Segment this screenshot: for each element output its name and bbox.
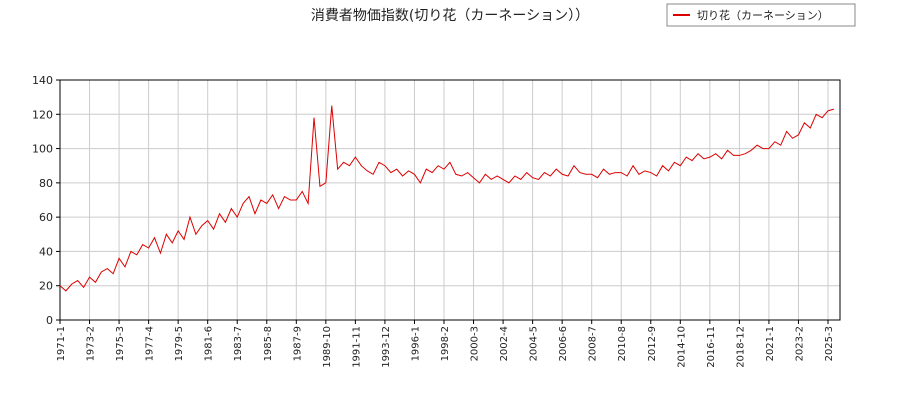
x-tick-label: 1998-2: [440, 326, 451, 361]
chart-title: 消費者物価指数(切り花（カーネーション））: [311, 8, 589, 24]
y-tick-label: 20: [39, 280, 53, 293]
x-tick-label: 2018-12: [735, 326, 746, 368]
x-tick-label: 2014-10: [676, 326, 687, 368]
x-tick-label: 1973-2: [86, 326, 97, 361]
data-line: [59, 105, 835, 292]
y-tick-label: 0: [46, 314, 53, 327]
y-tick-label: 40: [39, 245, 53, 258]
x-tick-label: 2023-2: [794, 326, 805, 361]
x-tick-label: 2004-5: [529, 326, 540, 361]
x-tick-label: 1981-6: [204, 326, 215, 361]
x-tick-label: 1987-9: [292, 326, 303, 361]
x-tick-label: 1979-5: [174, 326, 185, 361]
x-tick-label: 1993-12: [381, 326, 392, 368]
x-tick-label: 1975-3: [115, 326, 126, 361]
y-tick-label: 80: [39, 177, 53, 190]
plot-area: [60, 80, 840, 320]
x-tick-label: 1996-1: [410, 326, 421, 361]
x-tick-label: 2008-7: [588, 326, 599, 361]
x-tick-label: 1971-1: [56, 326, 67, 361]
x-tick-label: 2021-1: [765, 326, 776, 361]
y-tick-label: 60: [39, 211, 53, 224]
legend-box: [666, 3, 856, 27]
y-tick-label: 120: [32, 108, 53, 121]
x-tick-label: 2000-3: [470, 326, 481, 361]
x-tick-label: 2012-9: [647, 326, 658, 361]
y-tick-label: 100: [32, 143, 53, 156]
legend-label: 切り花（カーネーション）: [697, 9, 829, 22]
x-tick-label: 1983-7: [233, 326, 244, 361]
x-tick-label: 1985-8: [263, 326, 274, 361]
x-tick-label: 2016-11: [706, 326, 717, 368]
x-tick-label: 1991-11: [351, 326, 362, 368]
x-tick-label: 2025-3: [824, 326, 835, 361]
plot-frame: [59, 79, 841, 321]
x-tick-label: 1989-10: [322, 326, 333, 368]
x-tick-label: 2006-6: [558, 326, 569, 361]
x-tick-label: 1977-4: [145, 326, 156, 361]
x-tick-label: 2002-4: [499, 326, 510, 361]
legend: 切り花（カーネーション）: [666, 3, 856, 27]
x-tick-label: 2010-8: [617, 326, 628, 361]
y-tick-label: 140: [32, 74, 53, 87]
